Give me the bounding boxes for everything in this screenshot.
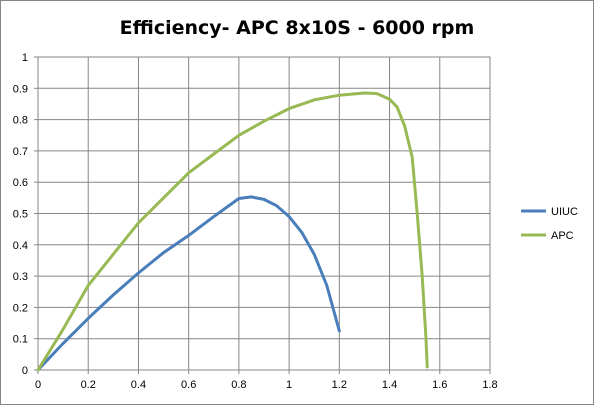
- x-tick-label: 1: [286, 379, 292, 391]
- legend-label-uiuc: UIUC: [551, 206, 578, 218]
- legend: UIUC APC: [521, 206, 578, 242]
- x-tick-label: 0.4: [131, 379, 146, 391]
- x-tick-label: 0.2: [81, 379, 96, 391]
- x-tick-label: 0: [35, 379, 41, 391]
- y-tick-label: 0.1: [13, 334, 28, 346]
- x-tick-label: 0.6: [181, 379, 196, 391]
- series-line-apc: [36, 91, 429, 372]
- y-tick-label: 0: [22, 365, 28, 377]
- legend-label-apc: APC: [551, 230, 574, 242]
- y-tick-label: 0.3: [13, 271, 28, 283]
- grid-lines: [37, 56, 491, 371]
- y-tick-label: 0.2: [13, 302, 28, 314]
- chart-title: Efficiency- APC 8x10S - 6000 rpm: [120, 17, 475, 39]
- series-lines: [36, 91, 429, 372]
- x-tick-label: 1.8: [482, 379, 497, 391]
- y-tick-label: 0.5: [13, 209, 28, 221]
- y-tick-label: 0.4: [13, 240, 28, 252]
- y-tick-label: 1: [22, 52, 28, 64]
- x-tick-label: 1.4: [382, 379, 397, 391]
- series-line-uiuc: [36, 195, 341, 372]
- y-tick-label: 0.9: [13, 83, 28, 95]
- axes: 0 0.1 0.2 0.3 0.4 0.5 0.6 0.7 0.8 0.9 1 0 0.2 0.4 0.6 0…: [13, 52, 498, 391]
- y-tick-label: 0.7: [13, 146, 28, 158]
- y-tick-label: 0.8: [13, 115, 28, 127]
- y-tick-label: 0.6: [13, 177, 28, 189]
- x-tick-label: 1.6: [432, 379, 447, 391]
- x-tick-label: 0.8: [231, 379, 246, 391]
- x-tick-label: 1.2: [332, 379, 347, 391]
